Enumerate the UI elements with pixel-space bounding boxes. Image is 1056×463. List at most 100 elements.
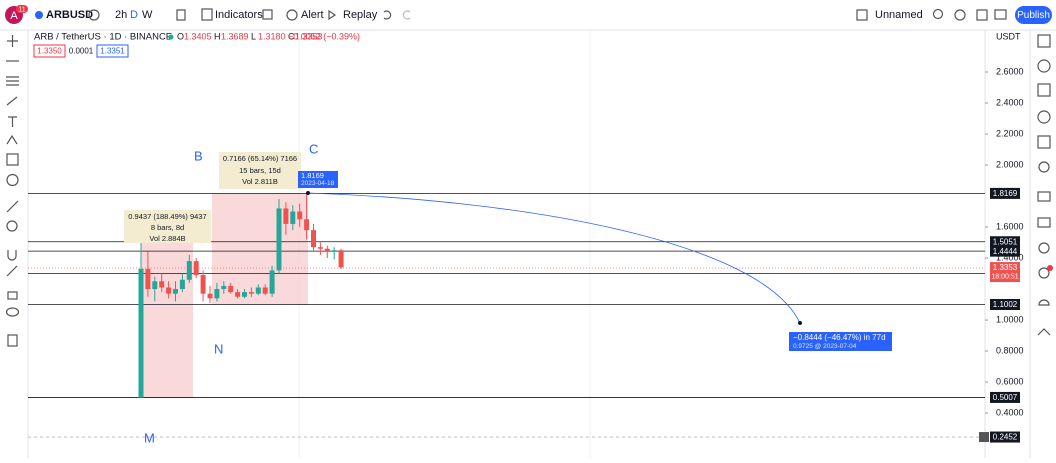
candle-body [186, 261, 192, 280]
spread: 0.0001 [69, 47, 94, 56]
market-status [168, 34, 174, 40]
candle-body [173, 289, 178, 294]
callout-line: 15 bars, 15d [239, 166, 281, 175]
level-box [990, 245, 1020, 257]
snapshot[interactable] [994, 9, 1007, 20]
marks [28, 192, 985, 438]
y-tick-label: 1.6000 [996, 221, 1024, 231]
projection-end-change: −0.8444 (−46.47%) in 77d [793, 333, 886, 342]
y-tick-label: 0.6000 [996, 376, 1024, 386]
badge-count: 11 [18, 6, 25, 13]
projection-start-date: 2023-04-18 [301, 180, 335, 187]
crosshair-box [990, 431, 1020, 443]
change: −0.0052 (−0.39%) [288, 31, 360, 41]
alert-button[interactable]: Alert [301, 9, 324, 21]
widget-bar[interactable] [1037, 34, 1051, 336]
layout-name[interactable]: Unnamed [875, 9, 923, 21]
candle-body [317, 247, 323, 249]
redo[interactable] [402, 10, 411, 20]
crosshair-label: 0.2452 [993, 433, 1018, 442]
candle-body [248, 292, 254, 294]
ohlc: O 1.3405 H 1.3689 L 1.3180 C 1.3353 [177, 31, 323, 41]
wave-label: C [309, 141, 318, 156]
candle-body [207, 293, 213, 299]
ohlc-key: L [251, 31, 256, 41]
settings[interactable] [954, 9, 966, 21]
wave-label: B [194, 148, 203, 163]
candle-body [242, 292, 247, 297]
wave-label: N [214, 341, 223, 356]
ohlc-key: O [177, 31, 184, 41]
candle-body [297, 211, 303, 220]
range-shade [141, 240, 193, 398]
candle-body [331, 250, 337, 252]
publish-button[interactable] [1015, 6, 1052, 24]
ohlc-value: 1.3180 [258, 31, 286, 41]
drawing-tools[interactable] [5, 35, 20, 347]
ask: 1.3351 [100, 47, 125, 56]
y-tick-label: 0.4000 [996, 407, 1024, 417]
candle-body [269, 270, 275, 294]
y-tick-label: 2.4000 [996, 97, 1024, 107]
sell-box[interactable] [33, 44, 66, 58]
templates[interactable] [262, 9, 273, 20]
add-symbol[interactable] [88, 9, 100, 21]
candle-body [228, 285, 234, 293]
candle-body [276, 208, 282, 271]
chart-type[interactable] [176, 9, 186, 21]
candle-body [145, 268, 151, 290]
replay-icon [328, 9, 337, 21]
wave-label: M [144, 430, 155, 445]
candle-body [221, 285, 227, 290]
candle-body [166, 287, 172, 294]
ohlc-value: 1.3689 [221, 31, 249, 41]
candle-body [311, 230, 316, 248]
projection-start-price: 1.8169 [301, 171, 324, 180]
indicators-button[interactable]: Indicators [215, 9, 263, 21]
level-box [990, 236, 1020, 248]
candle-body [159, 281, 165, 288]
projection-curve [307, 192, 801, 324]
undo[interactable] [383, 10, 392, 20]
replay-button[interactable]: Replay [343, 9, 378, 21]
callout-line: 8 bars, 8d [151, 223, 184, 232]
callout-line: Vol 2.811B [242, 177, 278, 186]
layout-checkbox[interactable] [856, 9, 868, 21]
alert-icon [286, 9, 298, 21]
candle-body [304, 219, 310, 231]
symbol-icon [35, 11, 43, 19]
countdown: 18:00:51 [991, 273, 1018, 280]
ohlc-value: 1.3353 [295, 31, 323, 41]
candle-body [214, 289, 220, 299]
ohlc-value: 1.3405 [184, 31, 212, 41]
legend-title: ARB / TetherUS · 1D · BINANCE [34, 32, 172, 43]
candle-body [324, 248, 330, 252]
projection-end-label [789, 332, 892, 351]
crosshair-plus [979, 432, 989, 443]
interval[interactable]: D [130, 9, 138, 21]
interval[interactable]: 2h [115, 9, 127, 21]
indicators-icon [201, 8, 213, 21]
callout-line: 0.9437 (188.49%) 9437 [128, 212, 206, 221]
fullscreen[interactable] [976, 9, 988, 21]
buy-box[interactable] [96, 44, 129, 58]
search[interactable] [932, 8, 944, 20]
projection-anchor [798, 321, 802, 325]
ohlc-key: C [288, 31, 295, 41]
interval[interactable]: W [142, 9, 153, 21]
symbol[interactable]: ARBUSD [46, 9, 93, 21]
y-tick-label: 2.6000 [996, 66, 1024, 76]
y-tick-label: 0.8000 [996, 345, 1024, 355]
callout [219, 152, 301, 189]
bid: 1.3350 [37, 47, 62, 56]
level-label: 1.4444 [993, 247, 1018, 256]
candle-body [179, 279, 185, 290]
level-label: 1.8169 [993, 189, 1018, 198]
currency[interactable]: USDT [996, 31, 1021, 41]
candle-body [235, 292, 241, 297]
notification-dot [1047, 265, 1053, 271]
candle-body [200, 275, 206, 294]
avatar-letter: A [10, 10, 18, 22]
projection-start-label [298, 171, 338, 188]
